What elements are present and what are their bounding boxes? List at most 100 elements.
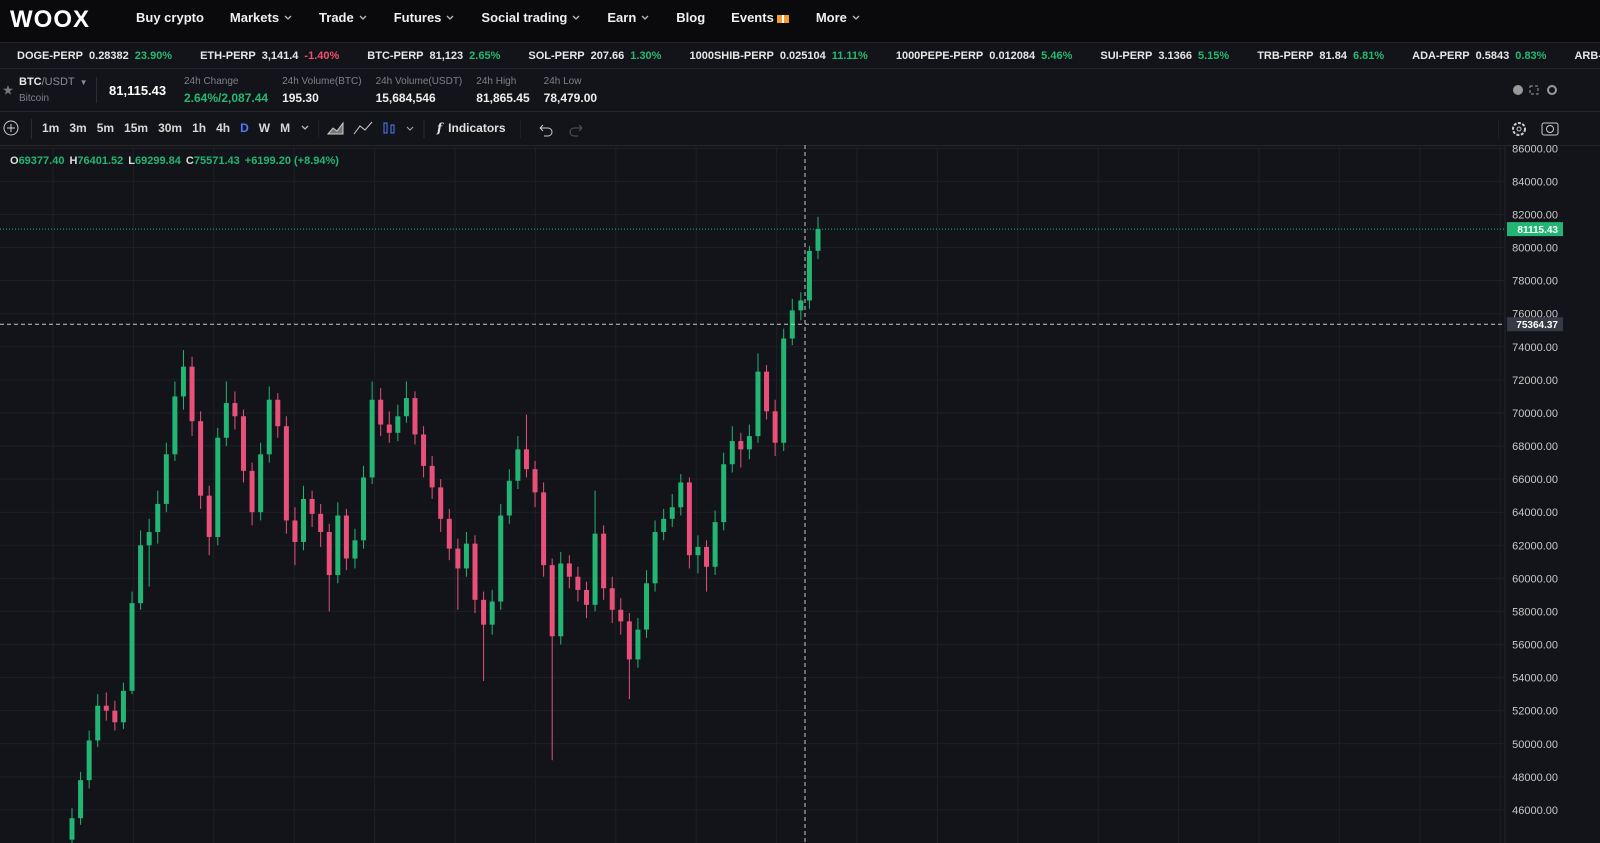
nav-item[interactable]: Trade [319, 10, 368, 25]
top-nav: WOOX Buy crypto Markets Trade Futures Social… [0, 0, 1600, 43]
undo-redo[interactable] [520, 120, 590, 138]
y-tick-label: 80000.00 [1512, 243, 1558, 255]
ticker-price: 0.5843 [1475, 49, 1510, 62]
chevron [572, 15, 580, 20]
nav-item[interactable]: More [816, 10, 861, 25]
candle-body [558, 563, 564, 637]
interval-button[interactable]: 1m [42, 121, 60, 135]
chart-type-icons[interactable] [318, 118, 438, 140]
candle-body [541, 492, 547, 566]
ticker-name: SOL-PERP [528, 49, 585, 62]
interval-button[interactable]: 3m [69, 121, 87, 135]
candle-body [155, 503, 161, 533]
ticker-change: 2.65% [469, 49, 501, 62]
pair[interactable]: BTC/USDT ▼ [19, 76, 88, 88]
stat-value: 15,684,546 [375, 91, 436, 105]
indicators-button[interactable]: f Indicators [437, 121, 506, 135]
candle-body [69, 818, 75, 840]
candle-body [421, 434, 427, 466]
ticker-item[interactable]: DOGE-PERP 0.28382 23.90% [17, 50, 172, 62]
interval-button[interactable]: 4h [216, 121, 231, 135]
candle-body [575, 576, 581, 590]
candle-body [326, 532, 332, 576]
candle-body [180, 366, 186, 397]
chevron [641, 15, 649, 20]
interval-button[interactable]: M [280, 121, 291, 135]
stat: 24h Change 2.64%/2,087.44 [184, 76, 268, 105]
y-tick-label: 46000.00 [1512, 805, 1558, 817]
ticker-item[interactable]: ARB-PERP [1574, 50, 1600, 62]
ticker-price: 81,123 [429, 49, 464, 62]
interval-button[interactable]: D [240, 121, 249, 135]
candle-body [309, 498, 315, 514]
stat: 24h Volume(BTC) 195.30 [282, 76, 361, 105]
interval-button[interactable]: 1h [192, 121, 207, 135]
stat-label: 24h Volume(USDT) [375, 76, 463, 87]
chevron[interactable] [300, 121, 312, 135]
ticker-change: -1.40% [304, 49, 340, 62]
ticker-item[interactable]: SOL-PERP 207.66 1.30% [528, 50, 661, 62]
ticker-name: ARB-PERP [1574, 49, 1600, 62]
y-tick-label: 84000.00 [1512, 176, 1558, 188]
candle-body [343, 515, 349, 559]
candle-body [695, 546, 701, 556]
candle-body [661, 518, 667, 533]
candle-body [609, 588, 615, 610]
nav-item[interactable]: Markets [230, 10, 293, 25]
ticker-item[interactable]: 1000SHIB-PERP 0.025104 11.11% [689, 50, 867, 62]
ticker-item[interactable]: 1000PEPE-PERP 0.012084 5.46% [896, 50, 1073, 62]
candle-body [755, 371, 761, 437]
candle-body [120, 690, 126, 723]
ticker-item[interactable]: SUI-PERP 3.1366 5.15% [1100, 50, 1229, 62]
y-tick-label: 56000.00 [1512, 640, 1558, 652]
nav-item[interactable]: Earn [607, 10, 650, 25]
nav-item[interactable]: Buy crypto [136, 9, 204, 25]
candle-body [163, 454, 169, 504]
settings-camera[interactable] [1498, 119, 1562, 139]
intervals: 1m 3m 5m 15m 30m 1h 4h D W M [42, 121, 312, 135]
ticker-item[interactable]: BTC-PERP 81,123 2.65% [367, 50, 500, 62]
star-icon[interactable] [3, 85, 13, 95]
ticker-item[interactable]: ADA-PERP 0.5843 0.83% [1412, 50, 1546, 62]
ticker-price: 207.66 [590, 49, 625, 62]
nav-item[interactable]: Social trading [481, 10, 581, 25]
header-icons[interactable] [1512, 84, 1562, 96]
ticker-item[interactable]: TRB-PERP 81.84 6.81% [1257, 50, 1384, 62]
nav-item[interactable]: Events [731, 10, 790, 25]
ticker-item[interactable]: ETH-PERP 3,141.4 -1.40% [200, 50, 339, 62]
last-price-tag-label: 81115.43 [1517, 225, 1558, 236]
ticker-name: TRB-PERP [1257, 49, 1314, 62]
stat-value: 78,479.00 [543, 91, 598, 105]
nav-item[interactable]: Blog [676, 9, 706, 25]
stat-value: 2.64%/2,087.44 [184, 91, 269, 105]
interval-button[interactable]: W [258, 121, 271, 135]
add-icon[interactable] [3, 120, 21, 138]
ohlc-value: 69377.40 [18, 155, 65, 167]
indicators-label: Indicators [448, 121, 506, 135]
logo[interactable]: WOOX [10, 6, 90, 33]
interval-button[interactable]: 30m [158, 121, 183, 135]
ticker-change: 23.90% [134, 49, 173, 62]
candle-body [549, 565, 555, 637]
candle-body [815, 229, 821, 251]
interval-button[interactable]: 5m [96, 121, 115, 135]
y-tick-label: 50000.00 [1512, 739, 1558, 751]
candle-body [403, 398, 409, 417]
ticker-price: 3,141.4 [261, 49, 299, 62]
nav-item[interactable]: Futures [394, 10, 456, 25]
candle-body [112, 710, 118, 723]
y-tick-label: 48000.00 [1512, 772, 1558, 784]
quote: /USDT [41, 76, 75, 88]
ticker-price: 0.012084 [989, 49, 1036, 62]
candle-body [223, 403, 229, 438]
price-chart[interactable]: 46000.00 48000.00 50000.00 52000.00 54000.00… [0, 145, 1600, 843]
candle-body [481, 599, 487, 625]
ohlc-item: O69377.40 [10, 155, 64, 167]
stat: 24h Volume(USDT) 15,684,546 [376, 76, 463, 105]
candle-body [532, 469, 538, 493]
interval-button[interactable]: 15m [124, 121, 149, 135]
crosshair-tag-label: 75364.37 [1516, 320, 1558, 331]
candle-body [361, 477, 367, 541]
candle-body [249, 470, 255, 513]
candle-body [318, 513, 324, 533]
